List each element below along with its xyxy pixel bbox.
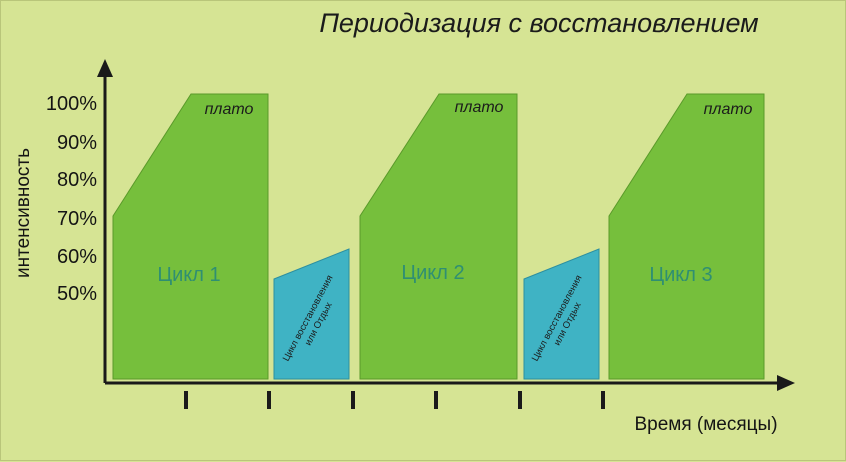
y-tick-label-80: 80%: [57, 169, 97, 191]
x-tick: [267, 391, 271, 409]
cycle-1-block: [112, 93, 269, 380]
cycle-2-block: [359, 93, 518, 380]
cycle-label-2: Цикл 2: [401, 262, 464, 284]
plateau-label-1: плато: [205, 101, 254, 118]
y-axis-title: интенсивность: [13, 148, 34, 278]
x-tick: [184, 391, 188, 409]
x-tick: [351, 391, 355, 409]
cycle-label-1: Цикл 1: [157, 264, 220, 286]
x-tick: [601, 391, 605, 409]
x-axis-title: Время (месяцы): [634, 414, 777, 435]
x-axis-arrow-icon: [777, 375, 795, 391]
x-tick: [518, 391, 522, 409]
diagram-title: Периодизация с восстановлением: [319, 8, 758, 38]
plateau-label-3: плато: [704, 101, 753, 118]
x-tick: [434, 391, 438, 409]
y-tick-label-50: 50%: [57, 283, 97, 305]
plateau-label-2: плато: [455, 99, 504, 116]
y-axis-arrow-icon: [97, 59, 113, 77]
recovery-block-1: [273, 248, 350, 380]
y-tick-label-70: 70%: [57, 208, 97, 230]
y-tick-label-90: 90%: [57, 132, 97, 154]
x-axis-ticks: [184, 391, 605, 409]
cycle-label-3: Цикл 3: [649, 264, 712, 286]
y-tick-label-60: 60%: [57, 246, 97, 268]
recovery-block-2: [523, 248, 600, 380]
y-tick-label-100: 100%: [46, 93, 97, 115]
cycle-3-block: [608, 93, 765, 380]
